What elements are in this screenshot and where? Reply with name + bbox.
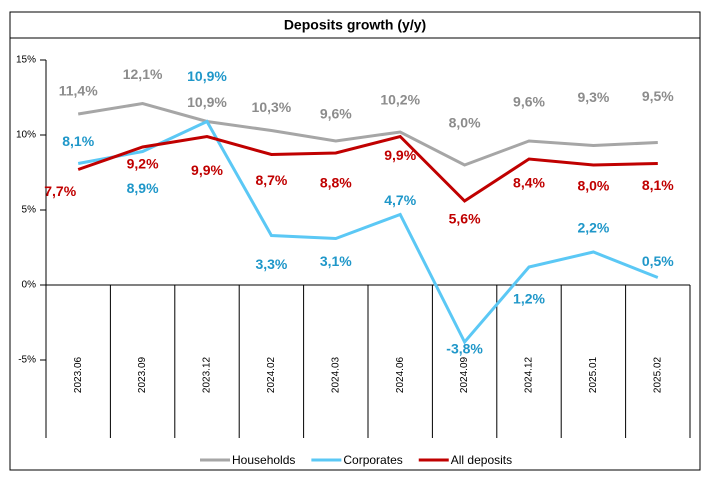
y-tick-label: -5%	[18, 355, 36, 366]
data-label: 7,7%	[44, 183, 76, 199]
y-tick-label: 15%	[16, 55, 36, 66]
data-label: 9,6%	[513, 94, 545, 110]
data-label: -3,8%	[446, 341, 483, 357]
data-label: 10,9%	[187, 68, 227, 84]
x-tick-label: 2025.01	[588, 356, 599, 393]
legend-label: Households	[232, 453, 295, 467]
data-label: 9,3%	[577, 89, 609, 105]
data-label: 9,2%	[127, 156, 159, 172]
y-tick-label: 0%	[22, 280, 37, 291]
series-line	[77, 119, 659, 345]
legend-label: All deposits	[451, 453, 512, 467]
series-line	[77, 134, 658, 203]
chart-title: Deposits growth (y/y)	[284, 17, 426, 33]
data-label: 4,7%	[384, 192, 416, 208]
data-label: 8,9%	[127, 180, 159, 196]
x-tick-label: 2024.12	[524, 356, 535, 393]
x-tick-label: 2025.02	[652, 356, 663, 393]
series-line	[77, 101, 658, 167]
data-label: 8,8%	[320, 175, 352, 191]
data-label: 8,0%	[577, 178, 609, 194]
chart-border	[9, 37, 701, 471]
x-tick-label: 2023.06	[73, 356, 84, 393]
data-label: 8,1%	[642, 177, 674, 193]
data-label: 8,4%	[513, 175, 545, 191]
legend-label: Corporates	[343, 453, 402, 467]
y-tick-label: 10%	[16, 130, 36, 141]
data-label: 9,9%	[384, 147, 416, 163]
data-label: 0,5%	[642, 253, 674, 269]
y-tick-label: 5%	[22, 205, 37, 216]
data-label: 9,5%	[642, 88, 674, 104]
data-label: 8,1%	[62, 133, 94, 149]
data-label: 3,1%	[320, 253, 352, 269]
data-label: 9,9%	[191, 162, 223, 178]
x-tick-label: 2024.03	[330, 356, 341, 393]
data-label: 10,9%	[187, 94, 227, 110]
data-label: 8,0%	[449, 115, 481, 131]
data-label: 12,1%	[123, 66, 163, 82]
x-tick-label: 2023.09	[137, 356, 148, 393]
data-label: 2,2%	[577, 220, 609, 236]
x-tick-label: 2024.02	[266, 356, 277, 393]
data-label: 5,6%	[449, 211, 481, 227]
data-label: 10,3%	[252, 99, 292, 115]
data-label: 3,3%	[255, 256, 287, 272]
data-label: 11,4%	[59, 83, 98, 99]
x-tick-label: 2023.12	[202, 356, 213, 393]
data-label: 10,2%	[380, 92, 420, 108]
data-label: 1,2%	[513, 291, 545, 307]
data-label: 8,7%	[255, 172, 287, 188]
x-tick-label: 2024.09	[459, 356, 470, 393]
data-label: 9,6%	[320, 106, 352, 122]
x-tick-label: 2024.06	[395, 356, 406, 393]
